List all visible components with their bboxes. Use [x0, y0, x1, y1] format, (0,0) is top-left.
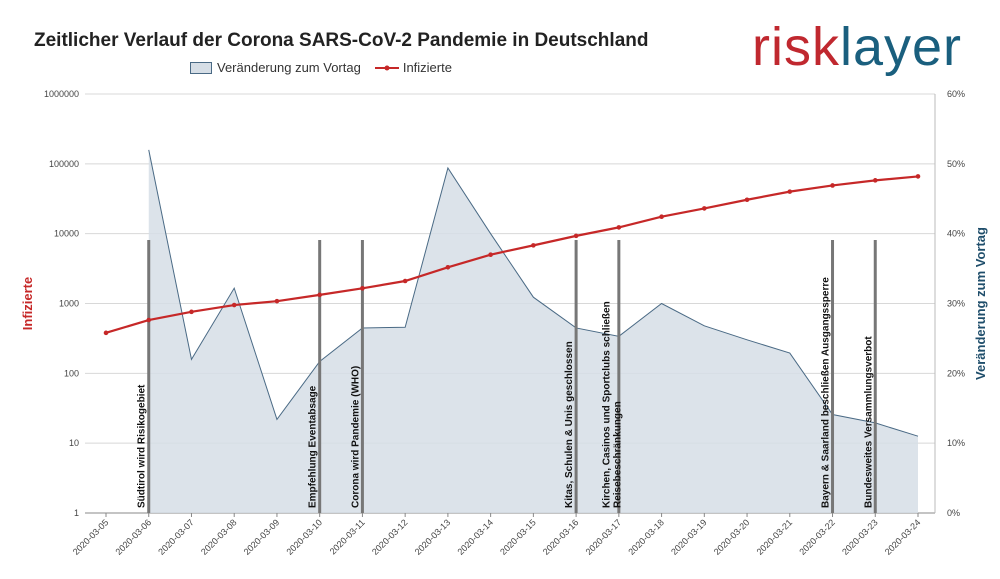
annotation-label: Empfehlung Eventabsage	[308, 385, 319, 508]
x-tick-label: 2020-03-19	[669, 517, 709, 557]
x-tick-label: 2020-03-18	[626, 517, 666, 557]
right-tick-label: 30%	[947, 299, 965, 309]
right-tick-label: 0%	[947, 508, 960, 518]
logo-risk: risk	[752, 17, 840, 77]
infizierte-point	[445, 264, 451, 270]
infizierte-point	[189, 309, 194, 315]
x-tick-label: 2020-03-06	[114, 517, 154, 557]
x-tick-label: 2020-03-16	[541, 517, 581, 557]
infizierte-point	[659, 214, 664, 219]
legend-area-swatch	[190, 61, 212, 74]
infizierte-point	[872, 178, 878, 183]
legend-line-swatch	[374, 65, 399, 70]
infizierte-point	[915, 174, 921, 179]
left-tick-label: 10	[69, 438, 79, 448]
right-tick-label: 50%	[947, 159, 965, 169]
line-layer	[103, 174, 921, 336]
right-tick-label: 20%	[947, 368, 965, 378]
left-tick-label: 100000	[49, 159, 79, 169]
infizierte-line	[105, 175, 919, 334]
infizierte-point	[488, 252, 493, 257]
logo-layer: layer	[839, 17, 963, 77]
annotation-label: Bundesweites Versammlungsverbot	[863, 336, 874, 508]
right-tick-label: 10%	[947, 438, 965, 448]
annotation-label: Reisebeschränkungen	[612, 401, 623, 508]
infizierte-point	[146, 317, 152, 323]
risklayer-logo: risklayer	[752, 20, 962, 74]
x-tick-label: 2020-03-05	[71, 517, 111, 557]
infizierte-point	[103, 330, 109, 336]
x-tick-label: 2020-03-14	[455, 517, 495, 557]
infizierte-point	[744, 197, 750, 203]
annotation-labels: Südtirol wird Risikogebiet Empfehlung Eve…	[137, 277, 875, 508]
left-tick-label: 1000	[59, 299, 79, 309]
annotation-lines	[147, 240, 877, 513]
legend: Veränderung zum Vortag Infizierte	[190, 60, 452, 75]
x-tick-label: 2020-03-22	[797, 517, 837, 557]
y-left-axis-title: Infizierte	[20, 277, 35, 330]
left-tick-label: 1000000	[44, 89, 79, 99]
annotation-label: Kirchen, Casinos und Sportclubs schließe…	[601, 301, 612, 508]
annotation-label: Bayern & Saarland beschließen Ausgangssp…	[821, 277, 832, 508]
infizierte-point	[702, 206, 707, 211]
right-tick-label: 40%	[947, 229, 965, 239]
infizierte-point	[360, 286, 365, 291]
x-tick-label: 2020-03-17	[584, 517, 624, 557]
x-tick-label: 2020-03-24	[883, 517, 923, 557]
x-tick-label: 2020-03-10	[284, 517, 324, 557]
x-tick-label: 2020-03-11	[328, 517, 367, 556]
area-layer	[148, 149, 919, 513]
left-tick-label: 1	[74, 508, 79, 518]
chart-title: Zeitlicher Verlauf der Corona SARS-CoV-2…	[34, 30, 649, 51]
x-tick-label: 2020-03-07	[156, 517, 196, 557]
x-tick-label: 2020-03-21	[755, 517, 795, 557]
annotation-label: Südtirol wird Risikogebiet	[137, 384, 148, 508]
left-tick-label: 100	[64, 368, 79, 378]
infizierte-point	[616, 225, 622, 230]
left-tick-label: 10000	[54, 229, 79, 239]
infizierte-point	[573, 233, 579, 239]
annotation-label: Corona wird Pandemie (WHO)	[350, 366, 361, 508]
x-tick-label: 2020-03-08	[199, 517, 239, 557]
x-tick-label: 2020-03-12	[370, 517, 410, 557]
infizierte-point	[830, 183, 835, 188]
x-tick-label: 2020-03-13	[413, 517, 453, 557]
legend-line-label: Infizierte	[402, 60, 452, 75]
infizierte-point	[317, 292, 322, 298]
y-right-axis-title: Veränderung zum Vortag	[973, 227, 988, 380]
infizierte-point	[231, 302, 237, 308]
x-tick-label: 2020-03-15	[498, 517, 538, 557]
x-tick-label: 2020-03-23	[840, 517, 880, 557]
right-tick-label: 60%	[947, 89, 965, 99]
infizierte-point	[274, 298, 280, 304]
legend-area-label: Veränderung zum Vortag	[217, 60, 361, 75]
area-outline	[148, 149, 919, 437]
infizierte-point	[531, 243, 536, 248]
infizierte-point	[402, 278, 408, 284]
area-fill	[148, 149, 919, 513]
x-tick-label: 2020-03-09	[242, 517, 282, 557]
x-tick-label: 2020-03-20	[712, 517, 752, 557]
annotation-label: Kitas, Schulen & Unis geschlossen	[564, 341, 575, 508]
infizierte-point	[787, 189, 793, 194]
